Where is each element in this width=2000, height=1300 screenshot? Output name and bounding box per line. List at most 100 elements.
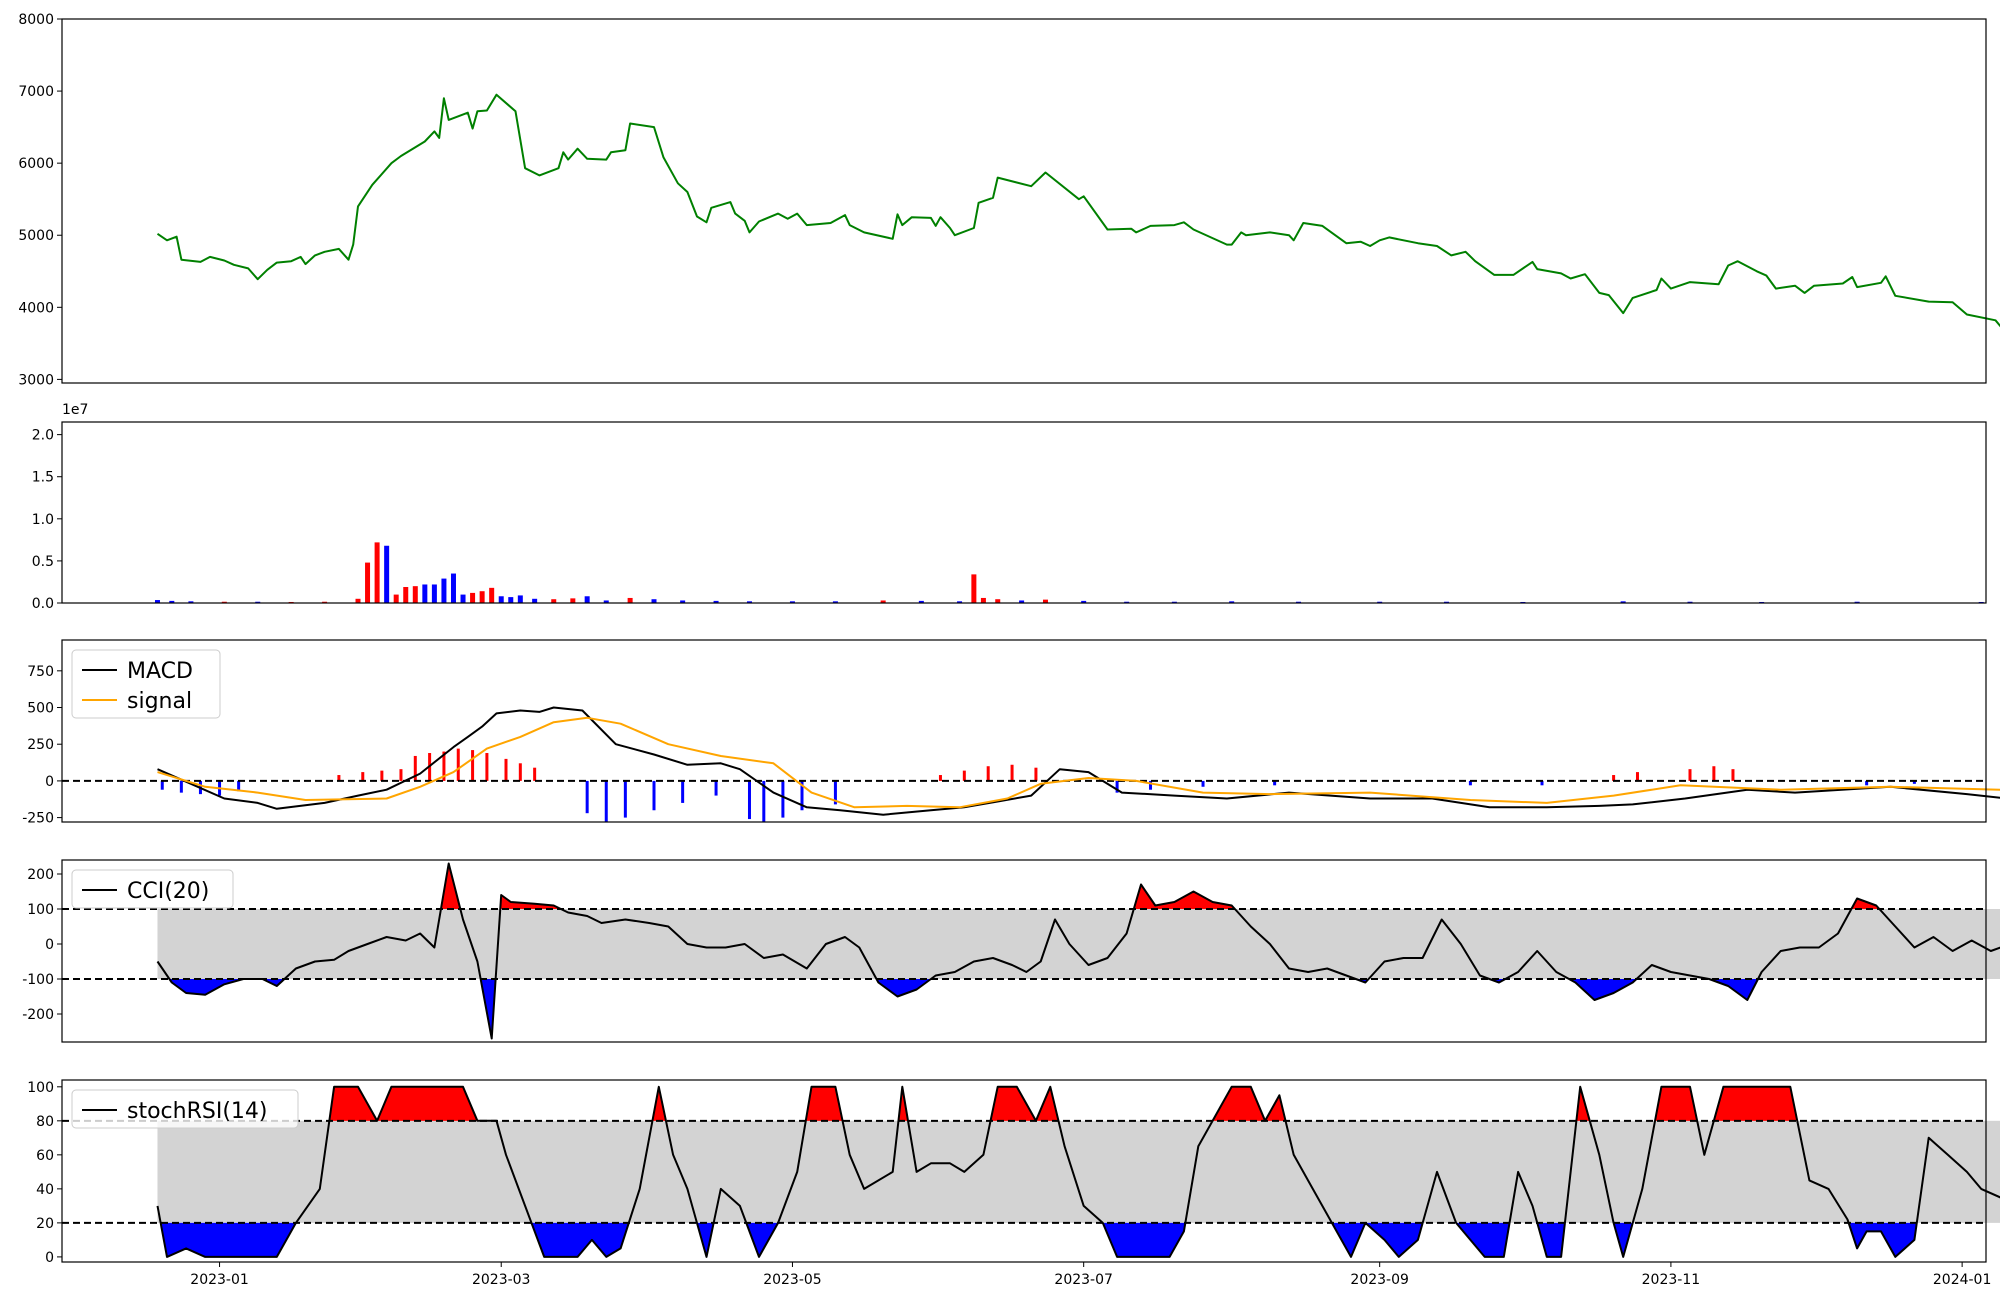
volume-bar: [532, 598, 538, 603]
volume-bar: [431, 584, 437, 603]
volume-bar: [460, 594, 466, 603]
x-tick-label: 2023-01: [190, 1272, 249, 1288]
volume-bar: [470, 592, 476, 603]
macd-histogram-bar: [1034, 767, 1038, 781]
legend-label: signal: [127, 689, 192, 714]
volume-bar: [498, 596, 504, 603]
macd-histogram-bar: [1010, 764, 1014, 781]
y-tick-label: 100: [27, 1080, 54, 1096]
volume-bar: [221, 601, 227, 603]
stochrsi-overbought-fill: [1212, 1086, 1266, 1121]
y-tick-label: 7000: [18, 84, 54, 100]
y-tick-label: 0: [45, 937, 54, 953]
y-tick-label: 200: [27, 867, 54, 883]
macd-histogram-bar: [1731, 769, 1735, 781]
cci-oversold-fill: [876, 979, 931, 997]
volume-bar: [441, 578, 447, 603]
macd-histogram-bar: [762, 780, 766, 822]
volume-bar: [1171, 601, 1177, 603]
macd-histogram-bar: [1540, 780, 1544, 786]
legend-label: CCI(20): [127, 879, 209, 904]
macd-histogram-bar: [1149, 780, 1153, 790]
x-tick-label: 2023-03: [472, 1272, 531, 1288]
stochrsi-oversold-fill: [1456, 1222, 1510, 1257]
y-tick-label: 0.0: [32, 596, 54, 612]
y-tick-label: 0.5: [32, 554, 54, 570]
volume-bar: [957, 601, 963, 603]
macd-histogram-bar: [1115, 780, 1119, 793]
stochrsi-oversold-fill: [1365, 1222, 1423, 1257]
volume-bar: [995, 599, 1001, 603]
y-tick-label: 2.0: [32, 428, 54, 444]
stochrsi-oversold-fill: [160, 1222, 296, 1257]
y-tick-label: 8000: [18, 12, 54, 28]
volume-bar: [322, 601, 328, 603]
volume-bar: [169, 600, 175, 603]
volume-bar: [980, 597, 986, 603]
macd-histogram-bar: [604, 780, 608, 822]
volume-bar: [551, 599, 557, 603]
stochrsi-oversold-fill: [1613, 1222, 1633, 1257]
macd-histogram-bar: [747, 780, 751, 820]
macd-histogram-bar: [442, 751, 446, 781]
macd-histogram-bar: [652, 780, 656, 811]
macd-histogram-bar: [504, 758, 508, 781]
cci-overbought-fill: [440, 863, 461, 909]
stochrsi-14--line: [156, 1085, 2000, 1258]
volume-bar: [971, 574, 977, 603]
stochrsi-oversold-fill: [1848, 1222, 1917, 1257]
macd-histogram-bar: [1865, 780, 1869, 786]
volume-frame: [61, 421, 1987, 604]
volume-bar: [789, 601, 795, 603]
y-tick-label: 750: [27, 664, 54, 680]
y-tick-label: 60: [36, 1148, 54, 1164]
stochrsi-overbought-fill: [377, 1086, 478, 1121]
volume-bar: [746, 601, 752, 603]
stochrsi-panel: 0 20 40 60 80 100 stochRSI(14): [27, 1079, 2000, 1266]
macd-histogram-bar: [456, 748, 460, 781]
volume-bar: [713, 600, 719, 603]
volume-bar: [412, 586, 418, 603]
volume-bar: [1042, 599, 1048, 603]
date-axis: 2023-01 2023-03 2023-05 2023-07 2023-09 2023-…: [190, 1262, 1991, 1288]
y-tick-label: 1.5: [32, 470, 54, 486]
macd-histogram-bar: [1712, 766, 1716, 781]
stochrsi-oversold-fill: [746, 1222, 779, 1257]
volume-bar: [422, 584, 428, 603]
macd-histogram-bar: [962, 770, 966, 781]
macd-frame: [61, 639, 1987, 823]
volume-panel: 0.0 0.5 1.0 1.5 2.0 1e7: [32, 402, 1987, 612]
y-tick-label: 80: [36, 1114, 54, 1130]
volume-bar: [584, 596, 590, 603]
stochrsi-oversold-fill: [531, 1222, 629, 1257]
volume-bar: [384, 545, 390, 603]
macd-histogram-bar: [585, 780, 589, 814]
volume-bar: [880, 600, 886, 603]
macd-histogram-bar: [714, 780, 718, 796]
stochrsi-overbought-fill: [652, 1086, 666, 1121]
volume-bar: [1854, 601, 1860, 603]
macd-histogram-bar: [623, 780, 627, 818]
y-tick-label: 6000: [18, 156, 54, 172]
stochrsi-frame: [61, 1079, 1987, 1263]
stochrsi-overbought-fill: [805, 1086, 843, 1121]
stochrsi-overbought-fill: [1654, 1086, 1698, 1121]
y-tick-label: 0: [45, 774, 54, 790]
cci-neutral-band: [157, 909, 2000, 979]
x-tick-label: 2023-09: [1350, 1272, 1409, 1288]
macd-histogram-bar: [1273, 780, 1277, 786]
macd-histogram-bar: [800, 780, 804, 811]
macd-histogram-bar: [413, 755, 417, 781]
macd-panel: -250 0 250 500 750 MACD signal: [22, 639, 2000, 827]
volume-bar: [1229, 601, 1235, 603]
volume-bar: [188, 601, 194, 603]
macd-histogram-bar: [1635, 772, 1639, 781]
macd-histogram-bar: [337, 775, 341, 781]
volume-bar: [508, 597, 514, 603]
y-tick-label: 4000: [18, 300, 54, 316]
macd-histogram-bar: [1612, 775, 1616, 781]
volume-bar: [832, 601, 838, 603]
macd-histogram-bar: [471, 750, 475, 781]
volume-bar: [365, 562, 371, 603]
volume-bar: [255, 601, 261, 603]
